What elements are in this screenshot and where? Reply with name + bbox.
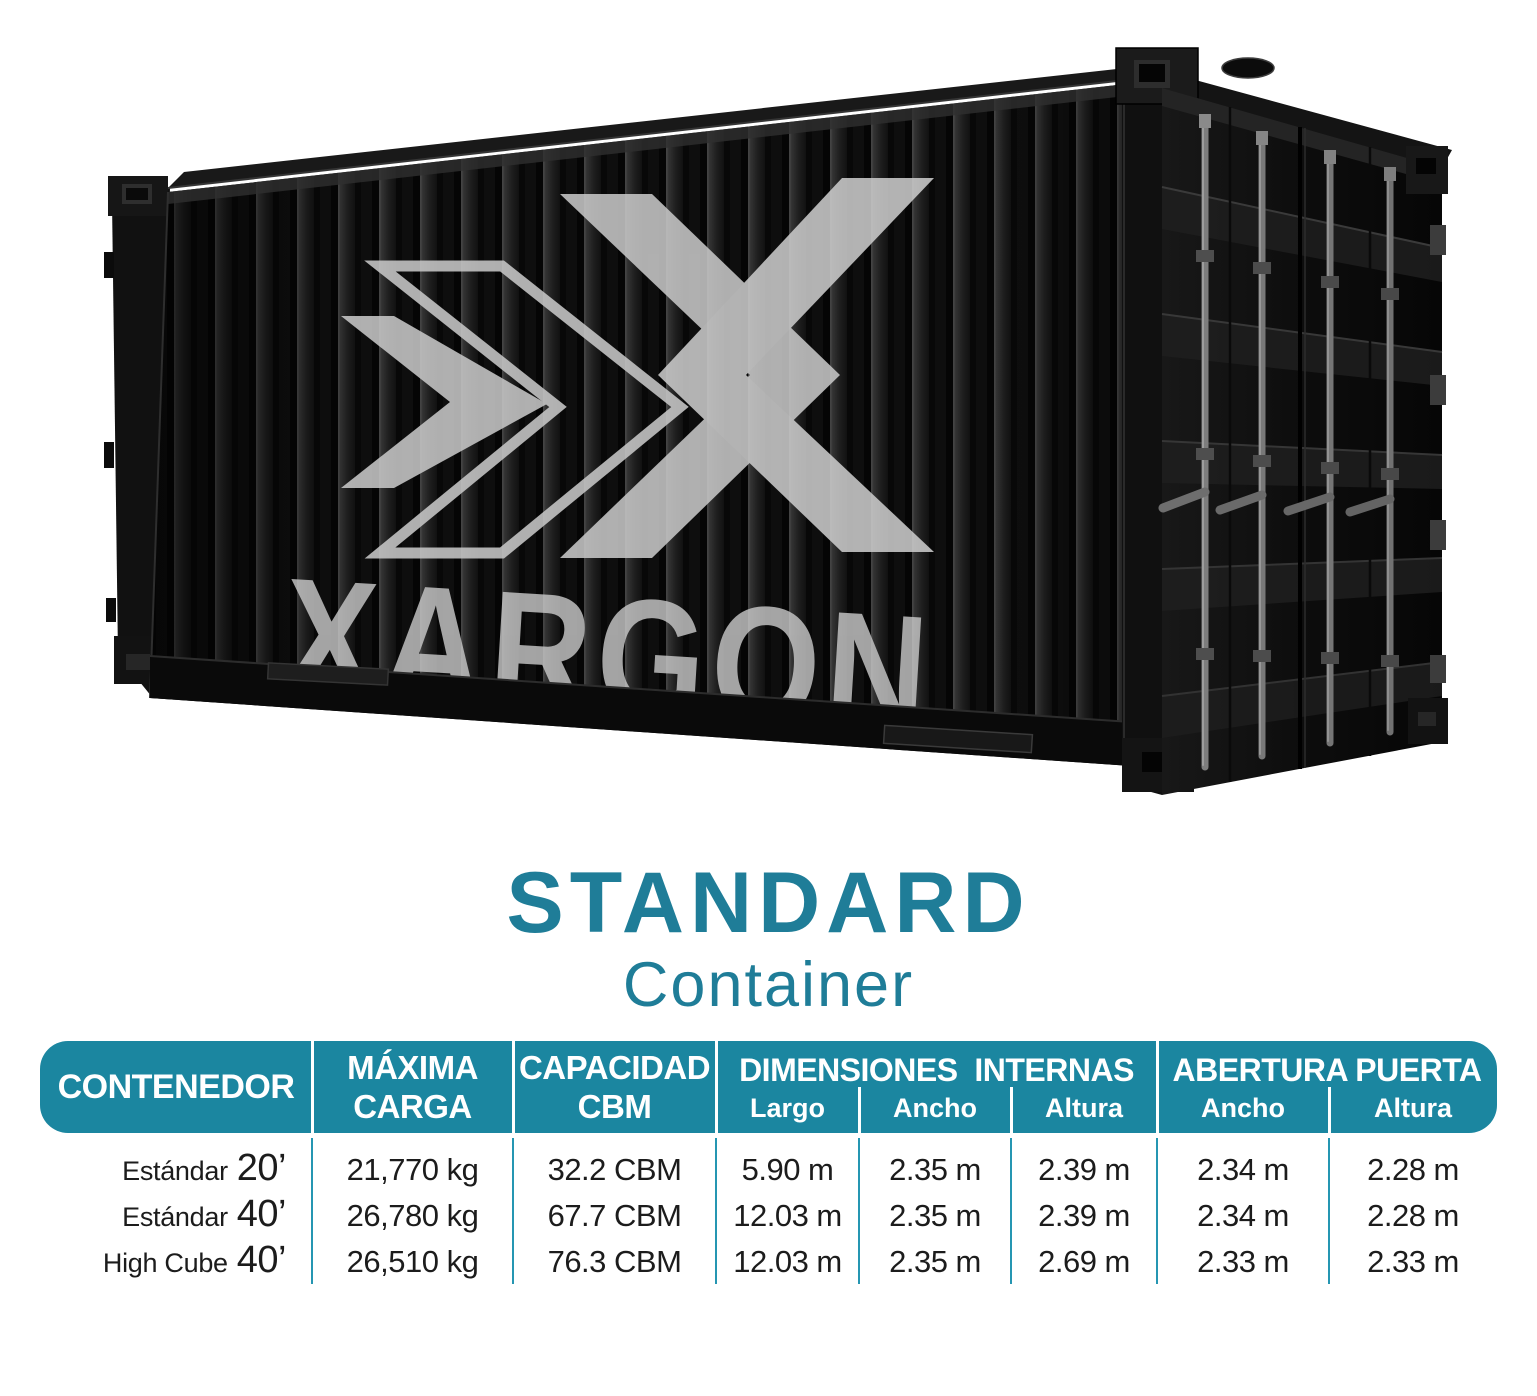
table-row-estandar-20-name: Estándar 20’ [122, 1147, 286, 1189]
cell-puerta-altura: 2.33 m [1367, 1244, 1459, 1279]
header-separator [511, 1041, 515, 1133]
header-abertura-title: ABERTURA PUERTA [1172, 1052, 1482, 1088]
body-divider [1328, 1138, 1330, 1284]
header-sub-separator [1010, 1087, 1013, 1133]
body-divider [512, 1138, 514, 1284]
table-row-estandar-40-name: Estándar 40’ [122, 1193, 286, 1235]
cell-puerta-ancho: 2.34 m [1197, 1198, 1289, 1233]
header-group-dimensiones: DIMENSIONES INTERNAS Largo Ancho Altura [716, 1041, 1157, 1133]
page-subtitle: Container [622, 950, 915, 1020]
container-top-face [168, 66, 1144, 188]
header-dimensiones-title: DIMENSIONES INTERNAS [739, 1052, 1134, 1088]
body-divider [1156, 1138, 1158, 1284]
header-separator [310, 1041, 314, 1133]
cell-altura: 2.39 m [1038, 1198, 1130, 1233]
header-sub-puerta-altura: Altura [1373, 1093, 1452, 1123]
header-sub-altura: Altura [1044, 1093, 1123, 1123]
logo-x-left [560, 194, 840, 558]
container-side [149, 84, 1131, 766]
cell-puerta-ancho: 2.33 m [1197, 1244, 1289, 1279]
body-divider [858, 1138, 860, 1284]
table-body: Estándar 20’ 21,770 kg 32.2 CBM 5.90 m 2… [40, 1138, 1497, 1288]
container-bottom-rail [149, 655, 1132, 766]
header-sub-separator [1328, 1087, 1331, 1133]
header-separator [714, 1041, 718, 1133]
logo-chevron-filled [341, 316, 547, 488]
container-door-face [1158, 88, 1448, 795]
container-top-face-right [1126, 66, 1452, 168]
door-lock-rods [1158, 114, 1399, 771]
table-row-highcube-40-name: High Cube 40’ [102, 1239, 287, 1281]
header-sub-ancho: Ancho [893, 1093, 977, 1123]
container-corner-post [1115, 47, 1275, 795]
cell-largo: 12.03 m [733, 1198, 842, 1233]
body-divider [311, 1138, 313, 1284]
container-render: XARGON [104, 47, 1452, 795]
cell-ancho: 2.35 m [889, 1198, 981, 1233]
header-separator [1155, 1041, 1159, 1133]
cell-carga: 26,780 kg [346, 1198, 479, 1233]
cell-cbm: 32.2 CBM [547, 1152, 682, 1187]
header-sub-separator [858, 1087, 861, 1133]
body-divider [1010, 1138, 1012, 1284]
spec-table: CONTENEDOR MÁXIMA CARGA CAPACIDAD CBM DI… [40, 1041, 1497, 1291]
cell-largo: 5.90 m [741, 1152, 834, 1187]
cell-cbm: 76.3 CBM [547, 1244, 682, 1279]
header-capacidad-cbm: CAPACIDAD CBM [518, 1049, 711, 1125]
cell-carga: 26,510 kg [346, 1244, 479, 1279]
cell-altura: 2.39 m [1038, 1152, 1130, 1187]
cell-ancho: 2.35 m [889, 1152, 981, 1187]
cell-puerta-altura: 2.28 m [1367, 1152, 1459, 1187]
header-sub-largo: Largo [749, 1093, 825, 1123]
header-group-abertura: ABERTURA PUERTA Ancho Altura [1157, 1041, 1497, 1133]
table-header: CONTENEDOR MÁXIMA CARGA CAPACIDAD CBM DI… [40, 1041, 1497, 1133]
logo-chevron-outline [364, 260, 689, 559]
logo-x-right [658, 178, 934, 552]
door-hinges [1430, 225, 1446, 683]
header-sub-puerta-ancho: Ancho [1201, 1093, 1285, 1123]
cell-carga: 21,770 kg [346, 1152, 479, 1187]
cell-largo: 12.03 m [733, 1244, 842, 1279]
cell-ancho: 2.35 m [889, 1244, 981, 1279]
cell-puerta-ancho: 2.34 m [1197, 1152, 1289, 1187]
cell-puerta-altura: 2.28 m [1367, 1198, 1459, 1233]
cell-altura: 2.69 m [1038, 1244, 1130, 1279]
title-block: STANDARD Container [0, 856, 1537, 1018]
body-divider [715, 1138, 717, 1284]
header-maxima-carga: MÁXIMA CARGA [347, 1049, 478, 1125]
header-contenedor: CONTENEDOR [57, 1067, 295, 1106]
cell-cbm: 67.7 CBM [547, 1198, 682, 1233]
page-title: STANDARD [506, 855, 1031, 951]
